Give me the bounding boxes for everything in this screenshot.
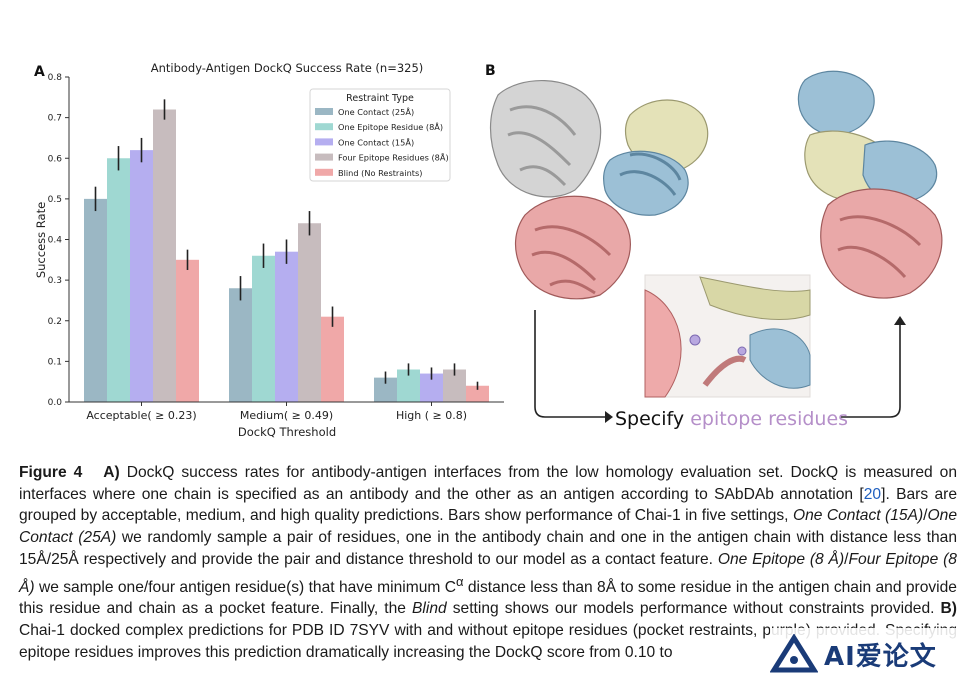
- caption-slash-1: /: [923, 507, 928, 525]
- bar: [466, 385, 489, 402]
- y-tick-label: 0.3: [48, 276, 62, 286]
- legend-entry: Blind (No Restraints): [338, 168, 422, 178]
- x-tick-label: High ( ≥ 0.8): [396, 409, 467, 422]
- caption-italic-2: One Contact (25A): [19, 507, 957, 547]
- bar: [374, 377, 397, 402]
- legend-box: [309, 88, 451, 182]
- caption-text-7: Chai-1 docked complex predictions for PD…: [19, 622, 957, 661]
- caption-text-1: DockQ success rates for antibody-antigen…: [19, 464, 958, 503]
- legend-entry: One Epitope Residue (8Å): [338, 121, 443, 132]
- epitope-inset: [644, 274, 811, 398]
- figure-label: Figure 4: [19, 464, 83, 481]
- y-tick-label: 0.2: [48, 317, 62, 327]
- caption-text-4: we sample one/four antigen residue(s) th…: [34, 578, 456, 596]
- caption-italic-4: Four Epitope (8 Å): [19, 550, 957, 596]
- x-axis-label: DockQ Threshold: [238, 425, 336, 439]
- bar: [153, 109, 176, 402]
- workflow-arrow: Specify epitope residues: [534, 310, 906, 430]
- bar: [420, 373, 443, 402]
- legend-swatch: [315, 108, 333, 115]
- bar: [176, 259, 199, 402]
- panel-a: A Antibody-Antigen DockQ Success Rate (n…: [0, 0, 520, 450]
- y-tick-label: 0.4: [48, 236, 63, 246]
- watermark: AI爱论文: [770, 628, 967, 680]
- caption-part-b: B): [940, 600, 957, 618]
- y-tick-label: 0.7: [48, 114, 62, 124]
- bar: [443, 369, 466, 402]
- caption-text-3: we randomly sample a pair of residues, o…: [19, 529, 957, 568]
- complex-without-epitope: [489, 79, 709, 300]
- caption-text-2: ]. Bars are grouped by acceptable, mediu…: [19, 485, 958, 525]
- complex-with-epitope: [797, 70, 943, 299]
- legend-swatch: [315, 168, 333, 176]
- bar: [84, 198, 107, 402]
- structure-figure: B: [485, 63, 943, 430]
- legend-swatch: [315, 138, 333, 146]
- y-tick-label: 0.6: [48, 154, 63, 164]
- y-tick-label: 0.1: [48, 357, 62, 367]
- caption-italic-3: One Epitope (8 Å): [717, 550, 845, 568]
- legend-entry: One Contact (25Å): [338, 106, 414, 117]
- panel-b-label: B: [485, 63, 496, 79]
- alpha-superscript: α: [455, 573, 464, 589]
- chart-title: Antibody-Antigen DockQ Success Rate (n=3…: [151, 61, 424, 75]
- legend-swatch: [315, 123, 333, 131]
- y-axis-label: Success Rate: [34, 202, 48, 278]
- caption-italic-5: Blind: [412, 600, 447, 618]
- y-tick-label: 0.5: [48, 195, 62, 205]
- arrow-label: Specify epitope residues: [615, 408, 848, 430]
- x-tick-label: Medium( ≥ 0.49): [240, 409, 333, 422]
- panel-a-label: A: [34, 64, 45, 80]
- caption-text-6: setting shows our models performance wit…: [446, 600, 941, 618]
- caption-text-5: distance less than 8Å to some residue in…: [19, 578, 957, 618]
- bar: [252, 255, 275, 402]
- watermark-logo-icon: [770, 634, 818, 673]
- caption-italic-1: One Contact (15A): [792, 507, 924, 525]
- watermark-text: AI爱论文: [824, 641, 937, 672]
- arrow-label-prefix: Specify: [615, 408, 690, 430]
- bar: [229, 288, 252, 402]
- bar: [107, 158, 130, 402]
- y-tick-label: 0.0: [48, 398, 63, 408]
- bar: [275, 251, 298, 402]
- legend-entry: One Contact (15Å): [338, 136, 414, 147]
- bar: [298, 223, 321, 402]
- dockq-bar-chart: A Antibody-Antigen DockQ Success Rate (n…: [34, 61, 504, 439]
- caption-part-a: A): [103, 464, 120, 481]
- legend-entry: Four Epitope Residues (8Å): [338, 152, 449, 163]
- caption-slash-2: /: [844, 550, 849, 568]
- legend-title: Restraint Type: [346, 93, 414, 104]
- x-axis-ticks: Acceptable( ≥ 0.23) Medium( ≥ 0.49) High (…: [86, 402, 467, 422]
- figure-caption: Figure 4 A) DockQ success rates for anti…: [19, 462, 957, 664]
- arrow-label-highlight: epitope residues: [690, 408, 848, 430]
- panel-b: B: [480, 55, 967, 440]
- bar: [321, 316, 344, 402]
- y-tick-label: 0.8: [48, 73, 63, 83]
- legend: Restraint Type One Contact (25Å) One Epit…: [309, 88, 451, 182]
- bar: [130, 150, 153, 402]
- citation-link[interactable]: 20: [863, 485, 882, 503]
- bar: [397, 369, 420, 402]
- y-axis: 0.0 0.1 0.2 0.3 0.4 0.5 0.6 0.7 0.8: [48, 73, 69, 408]
- legend-swatch: [315, 153, 333, 161]
- x-tick-label: Acceptable( ≥ 0.23): [86, 409, 196, 422]
- bars-group: [84, 99, 489, 402]
